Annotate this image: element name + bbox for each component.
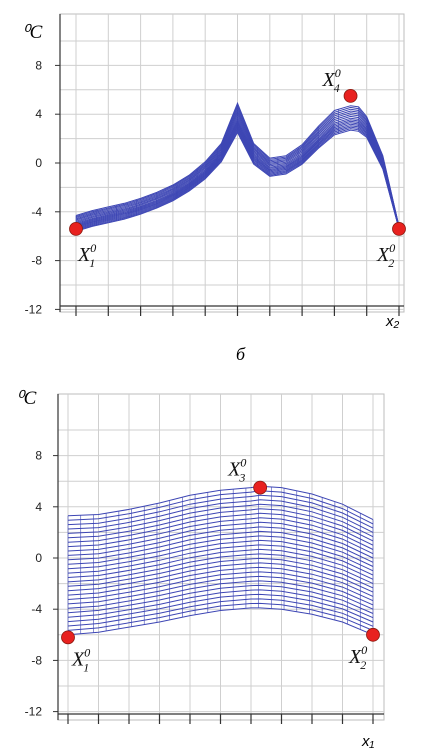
axes-lower: -12 -8 -4 0 4 8 <box>25 394 384 724</box>
temperature-curve <box>67 553 374 585</box>
highlight-point <box>366 627 380 642</box>
point-label: X0 3 <box>227 456 246 485</box>
curve-family-upper <box>75 101 400 232</box>
temperature-curve <box>67 508 374 542</box>
highlight-point <box>343 89 358 103</box>
y-tick-label: 8 <box>35 58 42 72</box>
temperature-curve <box>75 125 400 229</box>
temperature-curve <box>75 119 400 228</box>
highlight-point <box>392 221 406 236</box>
highlight-points-upper: X0 1 X0 2 X0 4 <box>69 66 406 270</box>
temperature-curve <box>75 111 400 228</box>
grid-lower <box>57 393 385 721</box>
temperature-curve <box>67 503 374 538</box>
temperature-curve <box>67 548 374 580</box>
temperature-curve <box>75 113 400 228</box>
highlight-point <box>61 630 75 645</box>
highlight-point <box>253 480 268 495</box>
y-tick-label: -4 <box>31 205 42 219</box>
chart-panel-lower: -12 -8 -4 0 4 8 X0 1 X0 2 X0 3 ⁰C x₁ <box>16 388 385 750</box>
highlight-points-lower: X0 1 X0 2 X0 3 <box>61 456 380 674</box>
temperature-curve <box>67 490 374 525</box>
temperature-curve <box>75 122 400 229</box>
temperature-curve <box>75 101 400 227</box>
point-label: X0 4 <box>322 66 341 95</box>
temperature-curve <box>75 126 400 230</box>
point-label: X0 2 <box>348 643 367 672</box>
temperature-curve <box>75 115 400 228</box>
temperature-curve <box>67 557 374 589</box>
y-tick-label: -12 <box>25 302 43 316</box>
temperature-curve <box>67 530 374 563</box>
temperature-curve <box>67 539 374 572</box>
temperature-curve <box>67 526 374 559</box>
temperature-curve <box>67 566 374 597</box>
point-label: X0 2 <box>376 241 395 270</box>
temperature-curve <box>67 593 374 623</box>
temperature-curve <box>67 580 374 610</box>
temperature-curve <box>67 562 374 593</box>
curve-family-lower <box>67 485 374 636</box>
temperature-curve <box>67 607 374 636</box>
temperature-curve <box>75 120 400 229</box>
temperature-curve <box>67 494 374 529</box>
temperature-curve <box>75 123 400 229</box>
temperature-curve <box>75 129 400 232</box>
y-tick-label: 0 <box>35 156 42 170</box>
y-unit-label-upper: ⁰C <box>22 22 43 43</box>
temperature-curve <box>75 117 400 228</box>
highlight-point <box>69 221 83 236</box>
temperature-curve <box>67 521 374 555</box>
point-label: X0 1 <box>71 645 90 674</box>
axes-upper: -12 -8 -4 0 4 8 <box>25 14 404 316</box>
temperature-curve <box>67 485 374 521</box>
temperature-curve <box>75 108 400 228</box>
temperature-curve <box>67 512 374 546</box>
temperature-curve <box>67 575 374 606</box>
y-tick-label: 8 <box>35 449 42 463</box>
temperature-curve <box>67 544 374 576</box>
y-tick-label: -8 <box>31 653 42 667</box>
y-tick-label: 4 <box>35 500 42 514</box>
temperature-curve <box>75 106 400 227</box>
temperature-curve <box>67 584 374 614</box>
temperature-curve <box>67 589 374 619</box>
point-label: X0 1 <box>77 241 96 270</box>
temperature-curve <box>67 598 374 627</box>
temperature-curve <box>67 535 374 567</box>
temperature-curve <box>67 499 374 533</box>
temperature-curve <box>67 602 374 631</box>
y-tick-label: -4 <box>31 602 42 616</box>
y-tick-label: -8 <box>31 254 42 268</box>
grid-upper <box>59 13 405 313</box>
temperature-curve <box>75 104 400 227</box>
x-axis-label-upper: x₂ <box>385 313 400 330</box>
temperature-curve <box>75 128 400 231</box>
y-tick-label: 0 <box>35 551 42 565</box>
y-unit-label-lower: ⁰C <box>16 388 37 409</box>
y-tick-label: -12 <box>25 705 43 719</box>
chart-panel-upper: -12 -8 -4 0 4 8 X0 1 X0 2 X0 4 ⁰C x₂ <box>22 13 406 330</box>
x-axis-label-lower: x₁ <box>361 733 375 750</box>
temperature-curve <box>67 517 374 550</box>
panel-caption: б <box>236 344 246 364</box>
temperature-curve <box>67 571 374 602</box>
y-tick-label: 4 <box>35 107 42 121</box>
